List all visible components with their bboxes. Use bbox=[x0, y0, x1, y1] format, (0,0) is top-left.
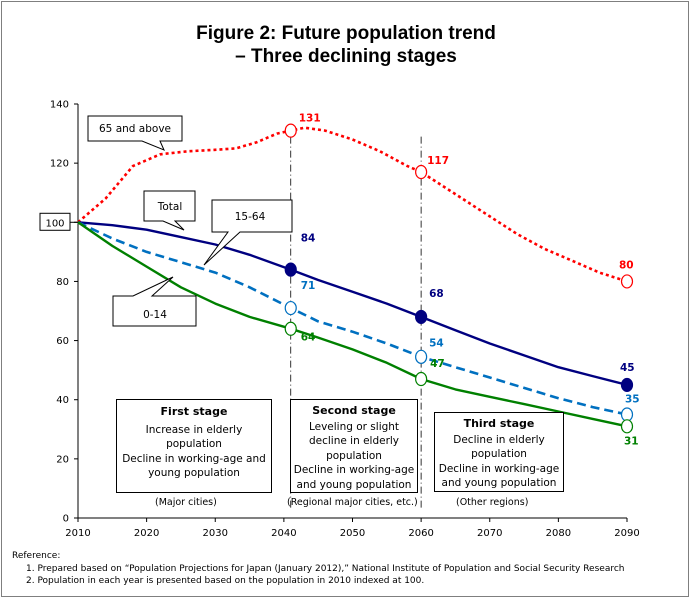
y-tick-label: 60 bbox=[56, 336, 69, 347]
data-point-working bbox=[284, 300, 297, 316]
data-point-working bbox=[415, 349, 428, 364]
title-line-2: – Three declining stages bbox=[235, 46, 457, 67]
data-point-young bbox=[284, 321, 297, 336]
stage-line: Decline in working-age bbox=[438, 462, 560, 475]
callout-box-working bbox=[203, 199, 293, 266]
series-callouts: 65 and above Total 15-64 0-14 bbox=[87, 115, 293, 327]
callout-box-young bbox=[112, 276, 197, 327]
reference-heading: Reference: bbox=[12, 551, 61, 561]
stage-box-second: Second stage Leveling or slight decline … bbox=[290, 399, 418, 493]
y-tick-label: 40 bbox=[56, 395, 69, 406]
y-tick-label: 20 bbox=[56, 454, 69, 465]
stage-box-third: Third stage Decline in elderly populatio… bbox=[434, 412, 564, 492]
callout-box-elderly bbox=[87, 115, 183, 151]
series-line-total bbox=[77, 221, 628, 387]
y-tick-label: 100 bbox=[45, 218, 64, 229]
series-markers bbox=[284, 123, 634, 434]
callout-label-working: 15-64 bbox=[235, 211, 266, 223]
value-label-elderly: 131 bbox=[299, 113, 321, 125]
value-label-working: 54 bbox=[429, 337, 444, 349]
callout-box-total bbox=[143, 190, 196, 231]
stage-line: young population bbox=[148, 467, 240, 479]
stage-line: population bbox=[166, 438, 222, 450]
callout-label-elderly: 65 and above bbox=[99, 123, 171, 135]
reference-item: 1. Prepared based on “Population Project… bbox=[26, 563, 625, 574]
stage-line: population bbox=[471, 448, 527, 460]
callout-label-young: 0-14 bbox=[143, 309, 167, 321]
stage-region-third: (Other regions) bbox=[456, 497, 529, 508]
stage-line: Decline in working-age and bbox=[122, 452, 266, 465]
stage-line: Increase in elderly bbox=[145, 423, 243, 436]
stage-line: Leveling or slight bbox=[308, 420, 400, 433]
stage-line: Decline in working-age bbox=[293, 464, 415, 476]
data-point-total bbox=[284, 262, 297, 277]
value-label-young: 64 bbox=[301, 332, 316, 344]
y-tick-label: 120 bbox=[50, 159, 69, 170]
y-tick-label: 140 bbox=[50, 100, 69, 111]
x-tick-label: 2090 bbox=[614, 528, 639, 539]
value-label-working: 35 bbox=[625, 394, 640, 406]
x-tick-label: 2080 bbox=[546, 528, 571, 539]
x-tick-label: 2060 bbox=[408, 528, 433, 539]
stage-line: population bbox=[326, 449, 382, 462]
x-tick-label: 2070 bbox=[477, 528, 502, 539]
data-point-working bbox=[620, 407, 634, 422]
stage-region-second: (Regional major cities, etc.) bbox=[287, 497, 418, 508]
data-point-total bbox=[415, 309, 428, 325]
value-label-total: 45 bbox=[620, 362, 635, 374]
x-tick-label: 2050 bbox=[340, 528, 365, 539]
value-label-working: 71 bbox=[301, 280, 316, 292]
callout-label-total: Total bbox=[157, 201, 183, 213]
stage-box-first: First stage Increase in elderly populati… bbox=[116, 399, 272, 493]
x-tick-label: 2030 bbox=[203, 528, 228, 539]
reference-notes: Reference: 1. Prepared based on “Populat… bbox=[12, 550, 625, 588]
series-lines bbox=[77, 126, 628, 428]
value-label-total: 84 bbox=[301, 233, 316, 245]
value-label-young: 31 bbox=[624, 435, 639, 447]
stage-line: and young population bbox=[296, 478, 412, 491]
value-label-elderly: 80 bbox=[619, 259, 634, 271]
stage-title: Third stage bbox=[463, 417, 535, 430]
value-label-elderly: 117 bbox=[427, 155, 449, 167]
x-tick-label: 2040 bbox=[271, 528, 296, 539]
data-point-total bbox=[620, 377, 634, 393]
value-labels: 131 117 80 84 68 45 71 54 35 64 47 31 bbox=[299, 113, 640, 448]
stage-line: decline in elderly bbox=[308, 435, 400, 447]
stage-region-first: (Major cities) bbox=[155, 497, 217, 508]
x-tick-label: 2020 bbox=[134, 528, 159, 539]
data-point-elderly bbox=[284, 123, 297, 138]
stage-line: and young population bbox=[441, 477, 557, 489]
stage-title: First stage bbox=[160, 405, 228, 418]
series-line-working bbox=[77, 221, 628, 416]
data-point-young bbox=[415, 371, 428, 387]
stage-line: Decline in elderly bbox=[453, 433, 545, 446]
y-tick-label: 0 bbox=[63, 514, 69, 525]
data-point-elderly bbox=[415, 164, 428, 180]
reference-item: 2. Population in each year is presented … bbox=[26, 576, 425, 586]
y-tick-label: 80 bbox=[56, 277, 69, 288]
title-line-1: Figure 2: Future population trend bbox=[196, 23, 496, 44]
data-point-elderly bbox=[620, 274, 634, 289]
data-point-young bbox=[620, 419, 634, 434]
stage-title: Second stage bbox=[312, 404, 396, 417]
value-label-young: 47 bbox=[430, 358, 445, 370]
chart-title: Figure 2: Future population trend – Thre… bbox=[0, 22, 692, 68]
value-label-total: 68 bbox=[429, 288, 444, 300]
x-tick-label: 2010 bbox=[65, 528, 90, 539]
